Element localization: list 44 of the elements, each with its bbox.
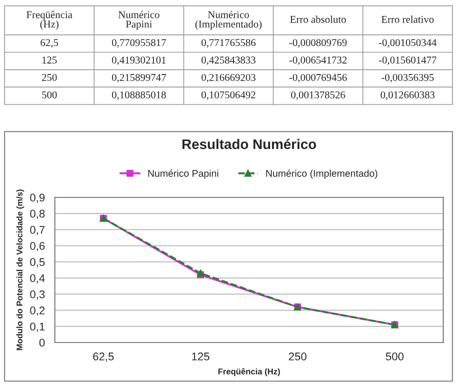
y-tick-label: 0,8 — [30, 210, 45, 219]
text: 0,215899747 — [112, 74, 166, 82]
x-tick-label: 500 — [386, 352, 404, 360]
text: Numérico Papini — [118, 10, 160, 30]
text: Numérico (Implementado) — [195, 10, 262, 30]
text: -0,000769456 — [289, 74, 347, 82]
text: -0,000809769 — [289, 39, 347, 48]
y-tick-label: 0,9 — [30, 194, 45, 203]
y-axis-title: Modulo do Potencial de Velocidade (m/s) — [16, 190, 24, 350]
text: 0,425843833 — [202, 56, 256, 66]
chart-title: Resultado Numérico — [182, 138, 316, 150]
y-tick-label: 0 — [39, 338, 45, 347]
y-tick-label: 0,7 — [30, 226, 45, 236]
y-tick-label: 0,2 — [30, 306, 45, 316]
text: 0,771765586 — [202, 39, 256, 48]
text: -0,00356395 — [382, 74, 434, 82]
x-axis-title: Freqüência (Hz) — [218, 368, 280, 376]
y-tick-label: 0,5 — [30, 258, 45, 268]
x-tick-label: 125 — [192, 352, 210, 360]
text: Freqüência (Hz) — [26, 10, 72, 30]
text: 0,419302101 — [112, 56, 166, 66]
text: -0,015601477 — [378, 56, 436, 66]
category-label: 125 — [42, 56, 57, 64]
text: 0,108885018 — [112, 91, 166, 100]
legend-label: Numérico (Implementado) — [266, 170, 378, 179]
category-label: 250 — [42, 74, 57, 81]
y-tick-label: 0,3 — [30, 290, 45, 300]
legend-label: Numérico Papini — [148, 170, 218, 179]
x-tick-label: 250 — [288, 352, 306, 360]
text: Erro absoluto — [290, 16, 346, 23]
text: 0,012660383 — [380, 91, 435, 100]
category-label: 62,5 — [40, 39, 58, 48]
y-tick-label: 0,4 — [30, 274, 45, 284]
y-tick-label: 0,6 — [30, 242, 45, 252]
y-tick-label: 0,1 — [30, 322, 45, 332]
text: 0,001378526 — [291, 91, 346, 100]
text: 0,770955817 — [112, 39, 166, 48]
x-tick-label: 62,5 — [93, 352, 114, 362]
text: -0,001050344 — [378, 39, 437, 48]
text: 0,107506492 — [202, 91, 256, 100]
text: -0,006541732 — [289, 56, 347, 66]
text: Erro relativo — [381, 16, 434, 23]
text: 0,216669203 — [202, 74, 256, 82]
category-label: 500 — [42, 91, 57, 98]
